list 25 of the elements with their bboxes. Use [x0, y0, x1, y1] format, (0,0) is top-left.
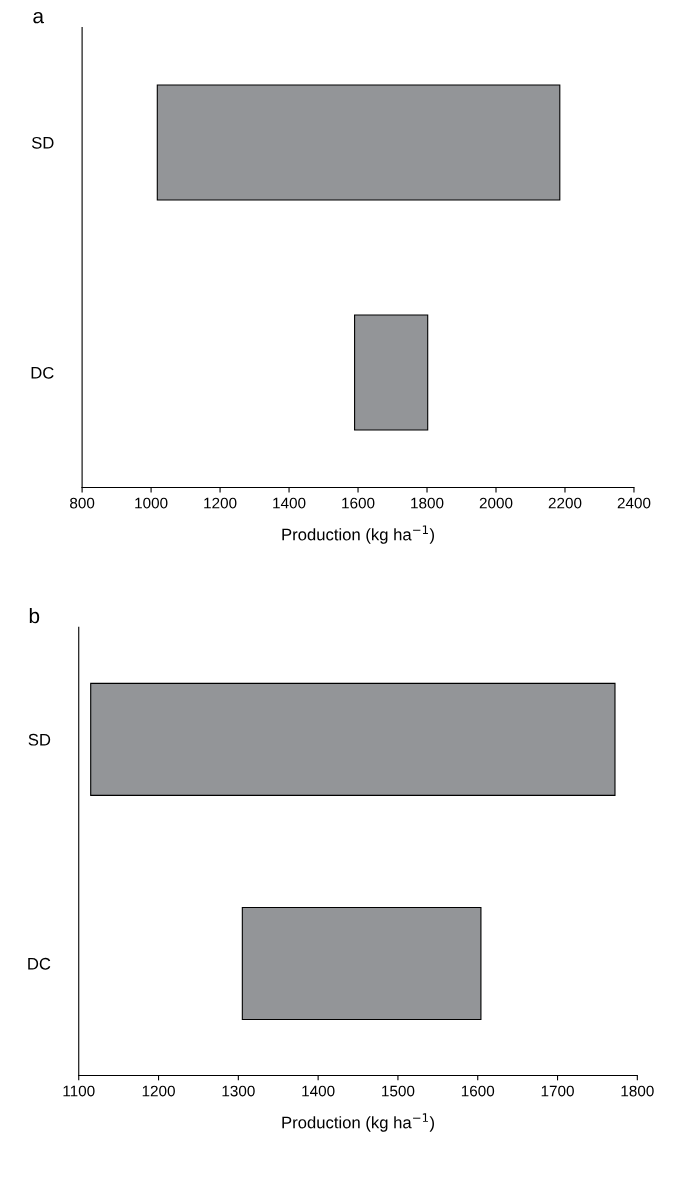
- x-tick-label: 1600: [461, 1085, 495, 1097]
- x-axis-title: Production (kg ha$^{−1}$): [282, 525, 434, 544]
- x-tick-label: 2200: [548, 497, 582, 509]
- x-tick-label: 1400: [302, 1085, 335, 1097]
- x-tick-label: 1200: [204, 497, 237, 509]
- x-tick-label: 1400: [273, 497, 306, 509]
- x-tick-label: 1100: [63, 1085, 95, 1097]
- x-tick-label: 1500: [382, 1085, 415, 1097]
- x-axis-title: Production (kg ha$^{−1}$): [282, 1113, 434, 1132]
- chart-title: b: [29, 607, 40, 624]
- chart-title: a: [33, 11, 45, 24]
- x-tick-label: 1600: [342, 497, 375, 509]
- x-tick-label: 1700: [541, 1085, 574, 1097]
- x-tick-label: 2000: [479, 497, 513, 509]
- x-tick-label: 800: [70, 497, 95, 509]
- x-tick-label: 1800: [411, 497, 444, 509]
- y-tick-label: SD: [28, 733, 51, 746]
- y-tick-label: DC: [28, 957, 51, 970]
- x-tick-label: 1800: [621, 1085, 654, 1097]
- y-tick-label: DC: [31, 366, 54, 379]
- x-tick-label: 1200: [142, 1085, 175, 1097]
- x-tick-label: 2400: [617, 497, 651, 509]
- x-tick-label: 1300: [222, 1085, 255, 1097]
- x-tick-label: 1000: [135, 497, 168, 509]
- y-tick-label: SD: [31, 136, 54, 149]
